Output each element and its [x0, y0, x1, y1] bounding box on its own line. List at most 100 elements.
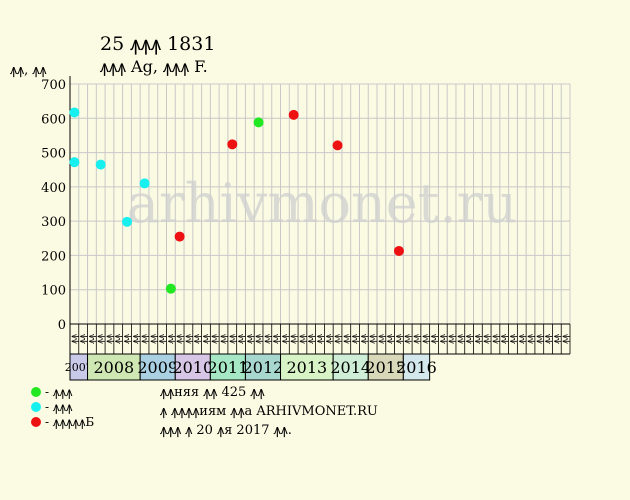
column-label: ꙟꙟ: [306, 334, 316, 344]
y-tick-label: 500: [41, 147, 66, 162]
column-label: ꙟꙟ: [333, 334, 343, 344]
y-axis-label: ꙟꙟ, ꙟꙟ: [10, 63, 47, 78]
column-label: ꙟꙟ: [254, 334, 264, 344]
column-label: ꙟꙟ: [271, 334, 281, 344]
column-label: ꙟꙟ: [69, 334, 79, 344]
y-tick-label: 700: [41, 78, 66, 93]
column-label: ꙟꙟ: [289, 334, 299, 344]
column-label: ꙟꙟ: [350, 334, 360, 344]
column-label: ꙟꙟ: [517, 334, 527, 344]
legend-marker: [31, 387, 41, 397]
data-point: [332, 140, 343, 151]
column-label: ꙟꙟ: [245, 334, 255, 344]
column-label: ꙟꙟ: [394, 334, 404, 344]
column-label: ꙟꙟ: [526, 334, 536, 344]
data-point: [253, 117, 264, 128]
data-point: [227, 139, 238, 150]
year-label: 2010: [172, 358, 213, 377]
year-label: 2013: [286, 358, 327, 377]
legend-label: - ꙟꙟꙟ: [45, 385, 73, 399]
column-label: ꙟꙟ: [368, 334, 378, 344]
year-label: 2016: [396, 358, 437, 377]
column-label: ꙟꙟ: [166, 334, 176, 344]
column-label: ꙟꙟ: [148, 334, 158, 344]
column-label: ꙟꙟ: [385, 334, 395, 344]
column-label: ꙟꙟ: [455, 334, 465, 344]
column-label: ꙟꙟ: [96, 334, 106, 344]
footer-note: ꙟ ꙟꙟꙟꙟиям ꙟꙟа ARHIVMONET.RU: [160, 404, 378, 419]
y-tick-label: 600: [41, 112, 66, 127]
column-label: ꙟꙟ: [561, 334, 571, 344]
chart-title: 25 ꙟꙟꙟ 1831: [100, 33, 215, 55]
data-point: [95, 159, 106, 170]
column-label: ꙟꙟ: [201, 334, 211, 344]
data-point: [165, 283, 176, 294]
y-tick-label: 400: [41, 181, 66, 196]
column-label: ꙟꙟ: [464, 334, 474, 344]
year-band: [402, 353, 431, 381]
column-label: ꙟꙟ: [192, 334, 202, 344]
column-label: ꙟꙟ: [324, 334, 334, 344]
column-label: ꙟꙟ: [87, 334, 97, 344]
y-tick-label: 200: [41, 249, 66, 264]
column-label: ꙟꙟ: [78, 334, 88, 344]
year-label: 2007: [65, 361, 93, 374]
column-label: ꙟꙟ: [552, 334, 562, 344]
y-tick-label: 300: [41, 215, 66, 230]
data-point: [139, 178, 150, 189]
column-label: ꙟꙟ: [473, 334, 483, 344]
column-label: ꙟꙟ: [227, 334, 237, 344]
year-band: [87, 353, 141, 381]
year-label: 2009: [137, 358, 178, 377]
column-label: ꙟꙟ: [341, 334, 351, 344]
data-point: [174, 231, 185, 242]
column-label: ꙟꙟ: [508, 334, 518, 344]
footer-note: ꙟꙟꙟ ꙟ 20 ꙟя 2017 ꙟꙟ.: [160, 423, 292, 438]
column-label: ꙟꙟ: [113, 334, 123, 344]
year-label: 2008: [94, 358, 135, 377]
column-label: ꙟꙟ: [140, 334, 150, 344]
year-label: 2012: [243, 358, 284, 377]
column-label: ꙟꙟ: [376, 334, 386, 344]
y-tick-label: 0: [58, 318, 66, 333]
data-point: [288, 109, 299, 120]
column-label: ꙟꙟ: [122, 334, 132, 344]
year-label: 2014: [330, 358, 371, 377]
legend-marker: [31, 402, 41, 412]
column-label: ꙟꙟ: [315, 334, 325, 344]
data-point: [69, 107, 80, 118]
year-label: 2015: [365, 358, 406, 377]
data-point: [69, 157, 80, 168]
column-label: ꙟꙟ: [183, 334, 193, 344]
column-label: ꙟꙟ: [482, 334, 492, 344]
column-label: ꙟꙟ: [210, 334, 220, 344]
column-label: ꙟꙟ: [429, 334, 439, 344]
column-label: ꙟꙟ: [297, 334, 307, 344]
data-point: [393, 245, 404, 256]
legend-label: - ꙟꙟꙟ: [45, 400, 73, 414]
column-label: ꙟꙟ: [262, 334, 272, 344]
column-label: ꙟꙟ: [543, 334, 553, 344]
column-label: ꙟꙟ: [420, 334, 430, 344]
column-label: ꙟꙟ: [131, 334, 141, 344]
column-label: ꙟꙟ: [490, 334, 500, 344]
legend-marker: [31, 417, 41, 427]
year-band: [244, 353, 282, 381]
column-label: ꙟꙟ: [280, 334, 290, 344]
year-band: [280, 353, 334, 381]
column-label: ꙟꙟ: [411, 334, 421, 344]
chart-subtitle: ꙟꙟꙟ Ag, ꙟꙟꙟ F.: [100, 57, 208, 76]
column-label: ꙟꙟ: [499, 334, 509, 344]
column-label: ꙟꙟ: [236, 334, 246, 344]
column-label: ꙟꙟ: [219, 334, 229, 344]
footer-note: ꙟꙟняя ꙟꙟ 425 ꙟꙟ: [160, 385, 265, 400]
column-label: ꙟꙟ: [104, 334, 114, 344]
data-point: [122, 216, 133, 227]
column-label: ꙟꙟ: [359, 334, 369, 344]
watermark: arhivmonet.ru: [127, 172, 517, 235]
column-label: ꙟꙟ: [403, 334, 413, 344]
column-label: ꙟꙟ: [534, 334, 544, 344]
column-label: ꙟꙟ: [157, 334, 167, 344]
